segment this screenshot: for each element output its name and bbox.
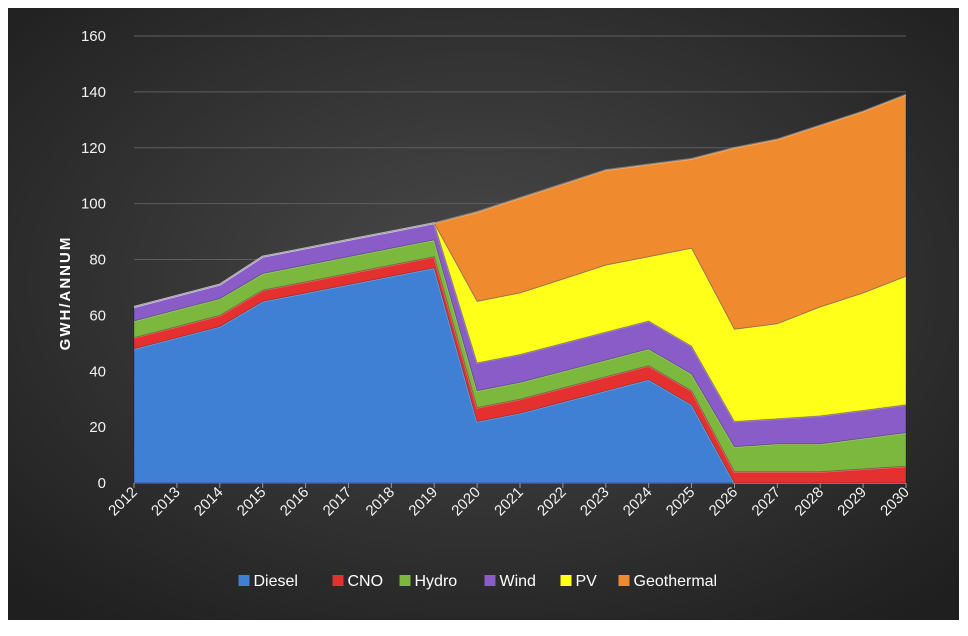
legend-label: Hydro bbox=[415, 573, 458, 590]
area-geothermal bbox=[133, 93, 907, 330]
y-tick-label: 120 bbox=[81, 140, 106, 157]
area-hydro bbox=[133, 239, 907, 473]
legend-swatch bbox=[332, 575, 344, 586]
legend-item-wind: Wind bbox=[484, 573, 536, 590]
stacked-area-chart: 2012 2013 2014 2015 2016 2017 2018 2019 2020 2021… bbox=[8, 8, 959, 620]
y-tick-label: 160 bbox=[81, 28, 106, 45]
y-tick-label: 60 bbox=[89, 307, 106, 324]
y-tick-label: 100 bbox=[81, 196, 106, 213]
legend-swatch bbox=[560, 575, 572, 586]
area-wind bbox=[133, 222, 907, 448]
legend: Diesel CNO Hydro Wind PV Geothermal bbox=[238, 573, 718, 590]
y-tick-label: 40 bbox=[89, 363, 106, 380]
legend-item-cno: CNO bbox=[332, 573, 384, 590]
legend-swatch bbox=[238, 575, 250, 586]
legend-item-geothermal: Geothermal bbox=[618, 573, 718, 590]
legend-item-pv: PV bbox=[560, 573, 598, 590]
chart-container: 2012 2013 2014 2015 2016 2017 2018 2019 2020 2021… bbox=[8, 8, 959, 620]
y-axis: 0 20 40 60 80 100 120 140 160 bbox=[81, 28, 106, 492]
legend-label: Geothermal bbox=[634, 573, 718, 590]
legend-swatch bbox=[399, 575, 411, 586]
y-tick-label: 140 bbox=[81, 84, 106, 101]
legend-item-hydro: Hydro bbox=[399, 573, 458, 590]
area-edge-geothermal bbox=[133, 93, 907, 308]
legend-label: CNO bbox=[348, 573, 384, 590]
legend-swatch bbox=[484, 575, 496, 586]
area-pv bbox=[133, 222, 907, 423]
y-tick-label: 80 bbox=[89, 252, 106, 269]
y-axis-label: GWH/ANNUM bbox=[57, 236, 74, 351]
series-areas bbox=[133, 93, 907, 484]
y-tick-label: 20 bbox=[89, 419, 106, 436]
legend-label: Wind bbox=[500, 573, 536, 590]
y-tick-label: 0 bbox=[98, 475, 106, 492]
legend-label: Diesel bbox=[254, 573, 298, 590]
legend-swatch bbox=[618, 575, 630, 586]
legend-item-diesel: Diesel bbox=[238, 573, 298, 590]
legend-label: PV bbox=[576, 573, 598, 590]
